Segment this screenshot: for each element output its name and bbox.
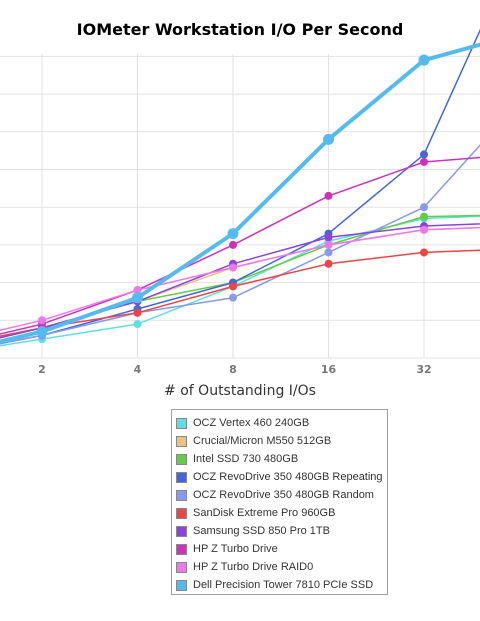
chart-title: IOMeter Workstation I/O Per Second xyxy=(76,20,404,39)
data-point xyxy=(133,320,142,329)
data-point xyxy=(420,157,428,166)
data-point xyxy=(229,282,237,291)
legend-item: OCZ Vertex 460 240GB xyxy=(176,414,387,432)
legend-swatch xyxy=(176,435,187,447)
legend-label: OCZ RevoDrive 350 480GB Repeating xyxy=(193,471,383,483)
legend-swatch xyxy=(176,471,187,483)
data-point xyxy=(229,293,237,302)
data-point xyxy=(420,212,428,221)
legend-label: Samsung SSD 850 Pro 1TB xyxy=(193,525,330,537)
data-point xyxy=(420,225,428,234)
legend-swatch xyxy=(176,417,187,429)
legend-label: Intel SSD 730 480GB xyxy=(193,453,299,465)
legend-item: HP Z Turbo Drive RAID0 xyxy=(176,558,387,576)
legend-label: HP Z Turbo Drive RAID0 xyxy=(193,561,314,573)
data-point xyxy=(229,240,237,249)
legend-label: Crucial/Micron M550 512GB xyxy=(193,435,332,447)
legend-label: OCZ Vertex 460 240GB xyxy=(193,417,310,429)
legend-swatch xyxy=(176,561,187,573)
legend-swatch xyxy=(176,525,187,537)
data-point xyxy=(132,292,143,304)
legend-item: OCZ RevoDrive 350 480GB Random xyxy=(176,486,387,504)
data-point xyxy=(418,54,430,66)
data-point xyxy=(420,150,428,159)
x-axis-title: # of Outstanding I/Os xyxy=(164,383,316,399)
legend-swatch xyxy=(176,489,187,501)
data-point xyxy=(38,316,46,325)
legend-item: OCZ RevoDrive 350 480GB Repeating xyxy=(176,468,387,486)
series-line-8 xyxy=(0,156,480,335)
data-point xyxy=(324,191,333,200)
grid xyxy=(0,54,480,359)
data-point xyxy=(420,248,428,257)
x-tick-label: 32 xyxy=(416,363,431,376)
x-tick-label: 8 xyxy=(229,363,237,376)
line-chart: 2 4 8 16 32 xyxy=(0,28,480,376)
legend-item: Crucial/Micron M550 512GB xyxy=(176,432,387,450)
legend-item: SanDisk Extreme Pro 960GB xyxy=(176,504,387,522)
x-tick-label: 2 xyxy=(38,363,46,376)
series-points xyxy=(36,54,430,344)
legend-swatch xyxy=(176,579,187,591)
legend: OCZ Vertex 460 240GB Crucial/Micron M550 … xyxy=(171,409,388,595)
series-line-10 xyxy=(0,42,480,344)
data-point xyxy=(324,233,333,242)
legend-swatch xyxy=(176,543,187,555)
series-lines xyxy=(0,28,480,347)
legend-item: Intel SSD 730 480GB xyxy=(176,450,387,468)
data-point xyxy=(324,240,333,249)
series-line-4 xyxy=(0,28,480,345)
data-point xyxy=(324,248,333,257)
legend-label: SanDisk Extreme Pro 960GB xyxy=(193,507,336,519)
legend-label: Dell Precision Tower 7810 PCIe SSD xyxy=(193,579,374,591)
legend-swatch xyxy=(176,453,187,465)
legend-label: HP Z Turbo Drive xyxy=(193,543,278,555)
x-tick-label: 16 xyxy=(321,363,337,376)
data-point xyxy=(420,203,428,212)
data-point xyxy=(227,228,239,240)
series-line-6 xyxy=(0,249,480,337)
legend-item: Dell Precision Tower 7810 PCIe SSD xyxy=(176,576,387,594)
legend-label: OCZ RevoDrive 350 480GB Random xyxy=(193,489,374,501)
data-point xyxy=(229,263,237,272)
data-point xyxy=(36,326,48,338)
x-tick-label: 4 xyxy=(134,363,142,376)
data-point xyxy=(323,133,334,145)
data-point xyxy=(133,286,142,295)
legend-item: HP Z Turbo Drive xyxy=(176,540,387,558)
legend-item: Samsung SSD 850 Pro 1TB xyxy=(176,522,387,540)
data-point xyxy=(133,308,142,317)
legend-swatch xyxy=(176,507,187,519)
data-point xyxy=(324,259,333,268)
x-tick-labels: 2 4 8 16 32 xyxy=(38,363,431,376)
